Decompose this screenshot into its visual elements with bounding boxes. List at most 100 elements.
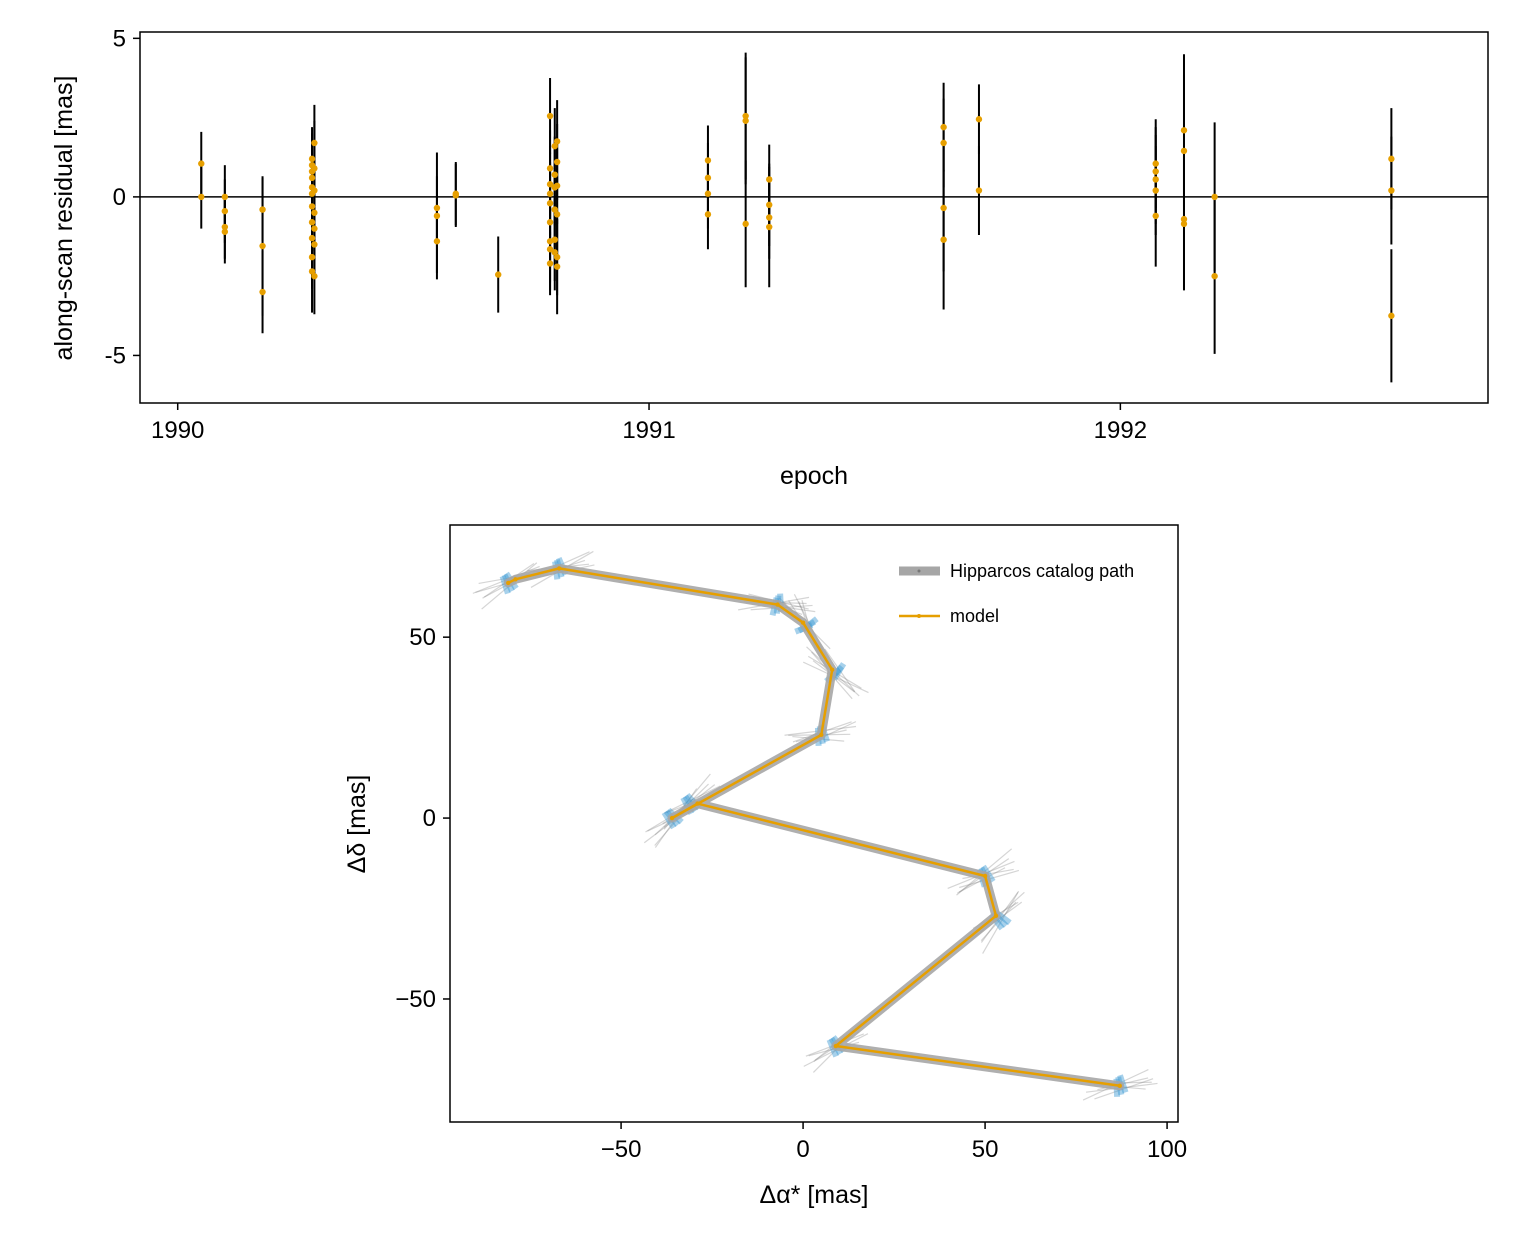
legend-label-model: model xyxy=(950,606,999,626)
data-point xyxy=(704,190,712,197)
data-point xyxy=(546,260,554,267)
data-point xyxy=(433,212,441,220)
data-point xyxy=(546,246,554,253)
data-point xyxy=(546,200,554,207)
x-tick-label: 1992 xyxy=(1094,417,1147,444)
data-point xyxy=(975,187,983,194)
data-point xyxy=(308,234,316,242)
scan-mark xyxy=(831,662,847,681)
data-point xyxy=(221,207,229,215)
residual-plot: 1990 1991 1992 -5 0 5 epoch along-scan resid… xyxy=(50,25,1489,490)
legend-swatch-model-dot xyxy=(917,614,921,618)
model-point xyxy=(833,1043,839,1049)
data-point xyxy=(311,272,318,280)
residual-x-ticks: 1990 1991 1992 xyxy=(151,403,1147,444)
y-tick-label: 0 xyxy=(113,184,126,211)
x-tick-label: −50 xyxy=(601,1136,642,1163)
residual-y-ticks: -5 0 5 xyxy=(105,25,140,369)
data-point xyxy=(546,190,554,197)
data-point xyxy=(221,223,229,231)
data-point xyxy=(221,228,229,235)
residual-plot-frame xyxy=(139,31,1489,404)
model-point xyxy=(506,580,511,586)
y-tick-label: 5 xyxy=(113,25,126,52)
data-point xyxy=(308,268,316,275)
x-tick-label: 0 xyxy=(796,1136,809,1163)
data-point xyxy=(546,181,554,188)
model-point xyxy=(800,620,806,625)
data-point xyxy=(553,138,561,145)
data-point xyxy=(308,155,316,163)
data-point xyxy=(311,187,318,194)
residual-x-axis-label: epoch xyxy=(780,462,848,490)
data-point xyxy=(1211,193,1218,201)
data-point xyxy=(766,223,773,231)
residual-errorbars xyxy=(200,52,1393,383)
data-point xyxy=(198,160,205,167)
data-point xyxy=(1211,272,1218,280)
data-point xyxy=(766,201,773,209)
data-point xyxy=(311,225,318,232)
residual-points xyxy=(198,112,1395,319)
model-point xyxy=(982,873,988,879)
data-point xyxy=(1152,212,1159,220)
scan-line xyxy=(980,901,1017,942)
data-point xyxy=(704,211,712,218)
sky-path-plot: −50 0 50 100 −50 0 50 Hipparcos catalog path … xyxy=(343,524,1187,1209)
sky-y-ticks: −50 0 50 xyxy=(395,624,450,1013)
model-point xyxy=(993,913,999,918)
data-point xyxy=(221,193,229,201)
data-point xyxy=(311,165,318,172)
y-tick-label: -5 xyxy=(105,342,126,369)
data-point xyxy=(1152,187,1159,194)
model-point xyxy=(557,566,562,571)
data-point xyxy=(940,123,947,131)
data-point xyxy=(1388,187,1395,194)
data-point xyxy=(1180,220,1188,228)
data-point xyxy=(1152,176,1159,183)
data-point xyxy=(308,174,316,182)
data-point xyxy=(553,211,561,218)
y-tick-label: 0 xyxy=(423,805,436,832)
data-point xyxy=(1180,127,1188,134)
data-point xyxy=(1388,312,1395,319)
data-point xyxy=(1180,215,1188,223)
data-point xyxy=(1180,147,1188,155)
data-point xyxy=(742,220,749,228)
model-point xyxy=(513,577,518,582)
data-point xyxy=(259,206,266,213)
scan-line xyxy=(824,648,856,692)
scan-line xyxy=(802,661,869,694)
model-point xyxy=(775,602,780,607)
data-point xyxy=(311,209,318,216)
data-point xyxy=(940,236,947,243)
sky-path-plot-frame xyxy=(449,524,1179,1123)
x-tick-label: 50 xyxy=(972,1136,999,1163)
data-point xyxy=(766,176,773,183)
data-point xyxy=(742,117,749,124)
scan-line xyxy=(982,890,1020,954)
data-point xyxy=(311,241,318,248)
data-point xyxy=(551,142,558,150)
data-point xyxy=(1388,155,1395,163)
data-point xyxy=(551,249,558,256)
model-point xyxy=(695,801,700,806)
data-point xyxy=(940,139,947,147)
model-point xyxy=(669,815,675,821)
y-tick-label: 50 xyxy=(409,624,436,651)
data-point xyxy=(551,171,558,178)
data-point xyxy=(704,174,712,182)
model-point xyxy=(1117,1083,1122,1089)
sky-y-axis-label: Δδ [mas] xyxy=(343,775,371,874)
data-point xyxy=(1152,160,1159,167)
data-point xyxy=(259,288,266,296)
data-point xyxy=(495,271,502,278)
residual-y-axis-label: along-scan residual [mas] xyxy=(50,76,78,361)
data-point xyxy=(311,139,318,147)
data-point xyxy=(1152,168,1159,175)
data-point xyxy=(553,253,561,261)
x-tick-label: 1990 xyxy=(151,417,204,444)
y-tick-label: −50 xyxy=(395,986,436,1013)
x-tick-label: 1991 xyxy=(622,417,675,444)
data-point xyxy=(551,206,558,213)
